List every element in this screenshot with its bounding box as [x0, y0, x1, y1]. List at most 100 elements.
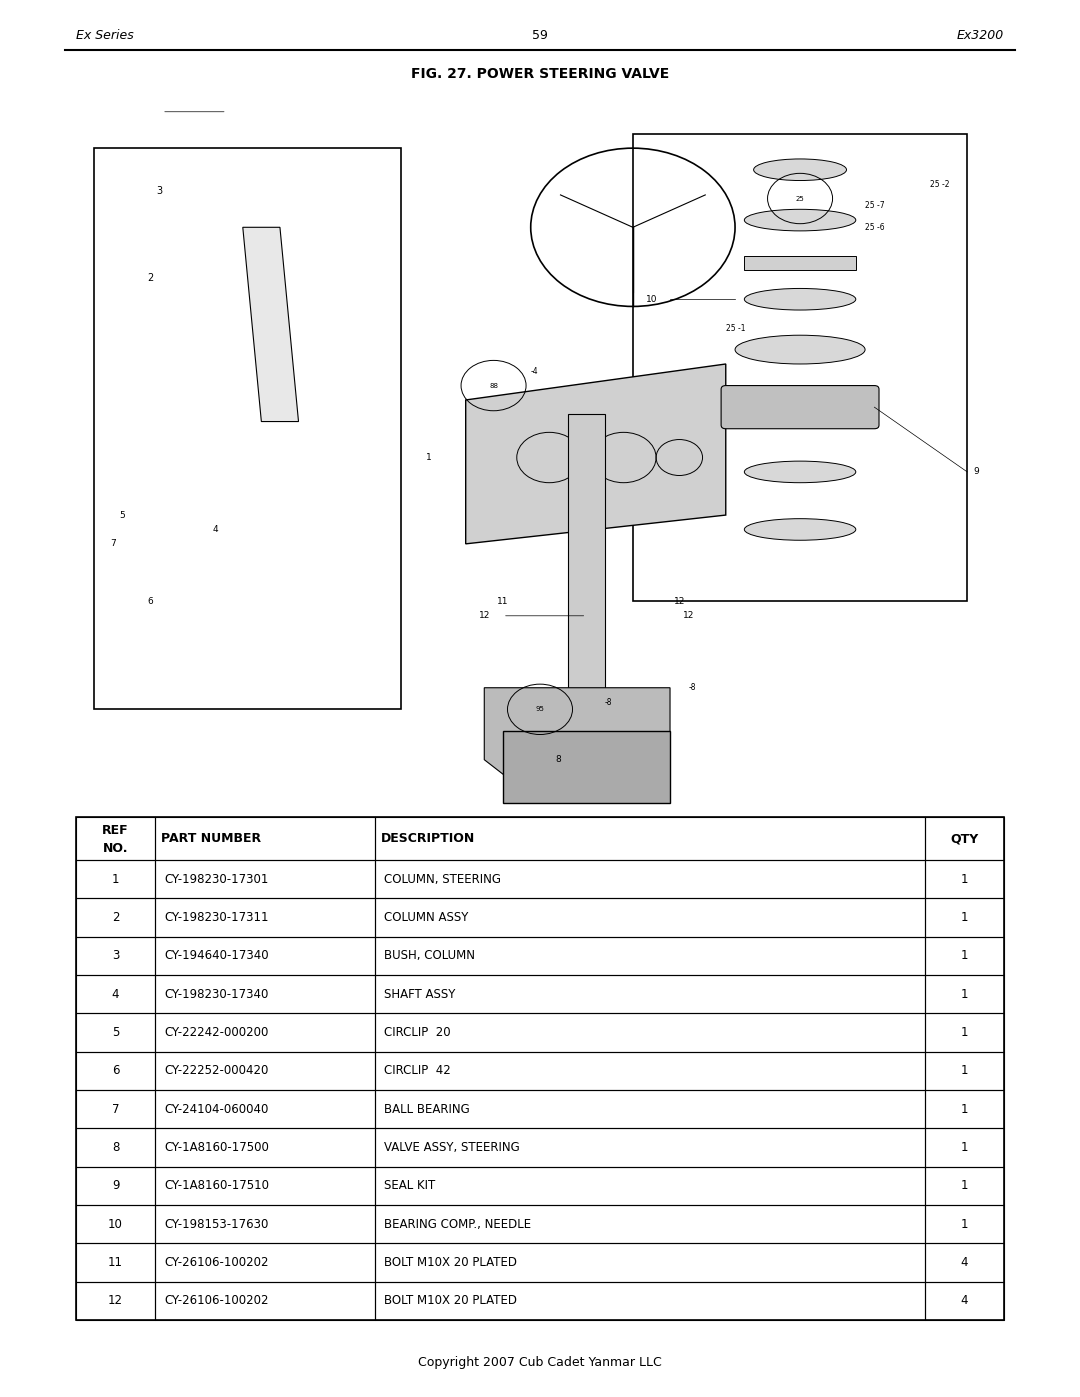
Text: 10: 10 [108, 1218, 123, 1231]
Bar [924, 1282, 1004, 1320]
Bar [375, 1013, 924, 1052]
Text: CY-1A8160-17510: CY-1A8160-17510 [164, 1179, 269, 1193]
Text: 9: 9 [112, 1179, 119, 1193]
Ellipse shape [754, 159, 847, 180]
Text: 7: 7 [112, 1102, 119, 1116]
Bar [76, 817, 1004, 1320]
Polygon shape [484, 687, 670, 803]
Text: 11: 11 [108, 1256, 123, 1268]
Text: -8: -8 [605, 697, 612, 707]
Bar [76, 1243, 156, 1282]
Bar [375, 1129, 924, 1166]
Text: 4: 4 [961, 1295, 968, 1308]
Bar [375, 937, 924, 975]
Bar [375, 1166, 924, 1206]
Text: 1: 1 [961, 1179, 968, 1193]
Text: VALVE ASSY, STEERING: VALVE ASSY, STEERING [383, 1141, 519, 1154]
Ellipse shape [744, 210, 855, 231]
Text: BOLT M10X 20 PLATED: BOLT M10X 20 PLATED [383, 1295, 517, 1308]
Text: CY-194640-17340: CY-194640-17340 [164, 950, 269, 963]
Text: 59: 59 [532, 29, 548, 42]
Text: 1: 1 [961, 1025, 968, 1039]
Bar [375, 898, 924, 937]
Ellipse shape [744, 518, 855, 541]
Text: CY-1A8160-17500: CY-1A8160-17500 [164, 1141, 269, 1154]
Text: 1: 1 [961, 911, 968, 923]
Text: 7: 7 [110, 539, 116, 549]
Bar [156, 1282, 375, 1320]
Bar [924, 1090, 1004, 1129]
Text: 3: 3 [157, 186, 162, 197]
Bar [924, 1243, 1004, 1282]
Bar [924, 1206, 1004, 1243]
Bar [924, 1052, 1004, 1090]
Bar [924, 817, 1004, 861]
Text: FIG. 27. POWER STEERING VALVE: FIG. 27. POWER STEERING VALVE [410, 67, 670, 81]
Text: 1: 1 [961, 1141, 968, 1154]
Text: -4: -4 [530, 366, 538, 376]
Text: 12: 12 [683, 612, 694, 620]
Polygon shape [465, 365, 726, 543]
Text: 95: 95 [536, 707, 544, 712]
Text: REF: REF [103, 824, 129, 837]
Text: SEAL KIT: SEAL KIT [383, 1179, 435, 1193]
Bar [156, 1243, 375, 1282]
Bar [76, 1206, 156, 1243]
Text: 4: 4 [212, 525, 218, 534]
Bar [76, 975, 156, 1013]
Text: Ex3200: Ex3200 [957, 29, 1004, 42]
Text: 12: 12 [108, 1295, 123, 1308]
Bar [156, 817, 375, 861]
Text: 2: 2 [147, 272, 153, 282]
Ellipse shape [735, 335, 865, 365]
Ellipse shape [744, 288, 855, 310]
FancyBboxPatch shape [721, 386, 879, 429]
Text: CY-198230-17301: CY-198230-17301 [164, 873, 269, 886]
Bar [156, 937, 375, 975]
Text: 9: 9 [974, 468, 980, 476]
Text: BEARING COMP., NEEDLE: BEARING COMP., NEEDLE [383, 1218, 531, 1231]
Bar [924, 975, 1004, 1013]
Text: CY-22252-000420: CY-22252-000420 [164, 1065, 269, 1077]
Text: 88: 88 [489, 383, 498, 388]
Text: 25 -7: 25 -7 [865, 201, 885, 210]
Ellipse shape [744, 461, 855, 483]
Bar [924, 1129, 1004, 1166]
Text: CY-26106-100202: CY-26106-100202 [164, 1295, 269, 1308]
Text: BALL BEARING: BALL BEARING [383, 1102, 470, 1116]
Bar [156, 1090, 375, 1129]
Text: 25: 25 [796, 196, 805, 201]
Text: 1: 1 [961, 1102, 968, 1116]
Text: CY-198230-17311: CY-198230-17311 [164, 911, 269, 923]
Text: CIRCLIP  42: CIRCLIP 42 [383, 1065, 450, 1077]
Text: BOLT M10X 20 PLATED: BOLT M10X 20 PLATED [383, 1256, 517, 1268]
Text: 1: 1 [961, 1065, 968, 1077]
Bar [924, 937, 1004, 975]
Text: COLUMN, STEERING: COLUMN, STEERING [383, 873, 501, 886]
Text: 3: 3 [112, 950, 119, 963]
Text: 10: 10 [646, 295, 658, 303]
Bar [156, 975, 375, 1013]
Text: NO.: NO. [103, 841, 129, 855]
Bar [76, 1166, 156, 1206]
Bar [744, 256, 855, 271]
Text: 6: 6 [112, 1065, 119, 1077]
Text: 1: 1 [961, 1218, 968, 1231]
Bar [76, 937, 156, 975]
Text: CY-198153-17630: CY-198153-17630 [164, 1218, 269, 1231]
Text: 25 -1: 25 -1 [726, 324, 745, 332]
Text: -8: -8 [689, 683, 697, 693]
Text: 8: 8 [556, 756, 562, 764]
Text: 5: 5 [112, 1025, 119, 1039]
Bar [76, 817, 156, 861]
Text: 1: 1 [426, 453, 431, 462]
Bar [924, 861, 1004, 898]
Bar [375, 1206, 924, 1243]
Bar [156, 1052, 375, 1090]
Bar [924, 1166, 1004, 1206]
Bar [76, 1090, 156, 1129]
Text: COLUMN ASSY: COLUMN ASSY [383, 911, 469, 923]
Text: QTY: QTY [950, 833, 978, 845]
Text: 25 -6: 25 -6 [865, 222, 885, 232]
Bar [76, 861, 156, 898]
